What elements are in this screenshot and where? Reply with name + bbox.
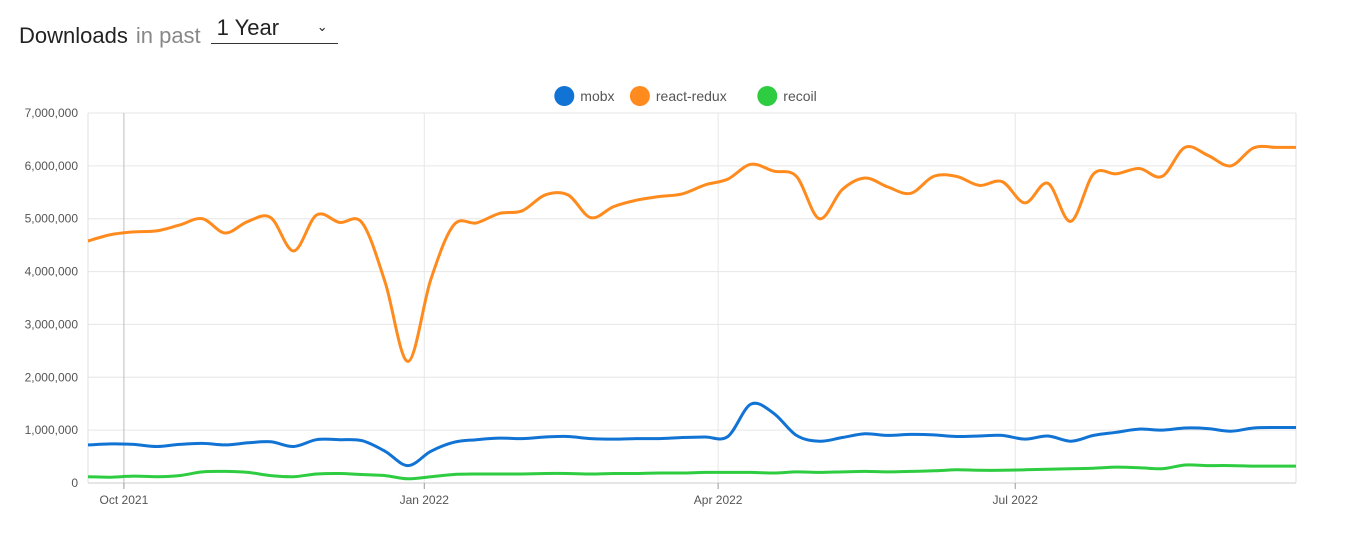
series-line-react-redux	[88, 144, 1296, 363]
downloads-title: Downloads	[19, 23, 128, 48]
series-line-recoil	[88, 463, 1296, 481]
chevron-down-icon: ⌄	[316, 19, 328, 34]
x-tick-label: Oct 2021	[100, 493, 149, 507]
legend-item-recoil[interactable]: recoil	[757, 86, 817, 106]
x-tick-label: Jan 2022	[400, 493, 450, 507]
y-tick-label: 3,000,000	[25, 317, 79, 331]
legend-swatch	[757, 86, 778, 106]
y-tick-label: 6,000,000	[25, 159, 79, 173]
y-tick-label: 7,000,000	[25, 106, 79, 120]
legend-label: mobx	[580, 88, 614, 104]
legend-swatch	[629, 86, 650, 106]
legend-item-mobx[interactable]: mobx	[554, 86, 615, 106]
legend-label: recoil	[783, 88, 816, 104]
time-range-select[interactable]: 1 Year ⌄	[210, 13, 338, 44]
series-line-mobx	[88, 401, 1296, 468]
y-tick-label: 1,000,000	[25, 423, 79, 437]
legend-item-react-redux[interactable]: react-redux	[629, 86, 727, 106]
y-tick-label: 0	[71, 476, 78, 490]
legend-swatch	[554, 86, 575, 106]
y-tick-label: 5,000,000	[25, 212, 79, 226]
downloads-header: Downloads in past 1 Year ⌄	[19, 12, 338, 48]
y-tick-label: 2,000,000	[25, 370, 79, 384]
x-tick-label: Jul 2022	[993, 493, 1039, 507]
downloads-subtitle: in past	[135, 23, 201, 48]
plot-area	[88, 113, 1296, 483]
y-tick-label: 4,000,000	[25, 265, 79, 279]
legend-label: react-redux	[656, 88, 727, 104]
x-tick-label: Apr 2022	[694, 493, 743, 507]
time-range-value: 1 Year	[216, 15, 280, 40]
